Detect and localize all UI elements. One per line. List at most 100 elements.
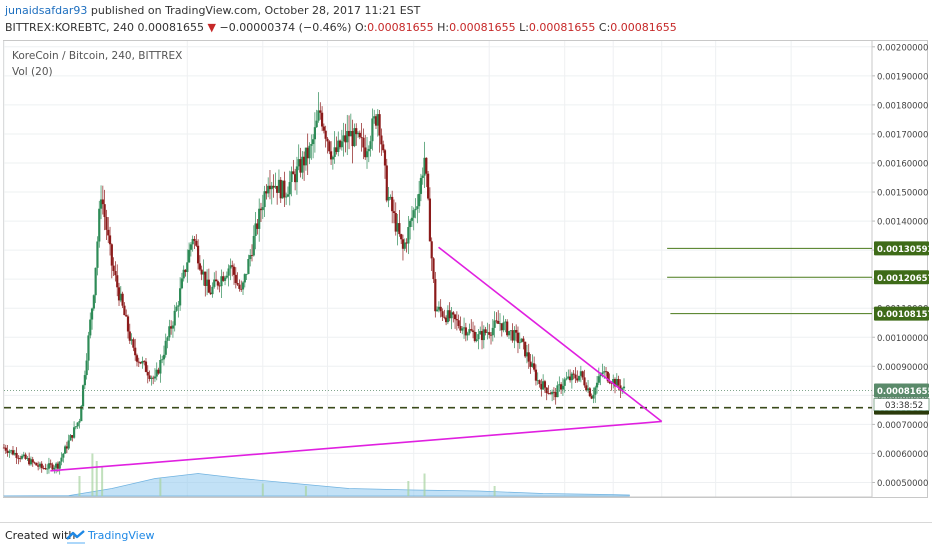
candle-body (103, 204, 106, 218)
candle-body (78, 421, 81, 423)
candle-body (272, 185, 275, 188)
candle-body (358, 132, 361, 138)
candle-body (383, 150, 387, 166)
candle-body (168, 326, 171, 338)
candle-body (254, 223, 257, 236)
candle-body (112, 265, 115, 272)
candle-body (303, 156, 306, 166)
candle-body (378, 114, 381, 136)
candle-body (38, 463, 42, 467)
candle-body (419, 177, 423, 194)
tradingview-logo-icon[interactable] (66, 528, 86, 544)
candle-body (166, 337, 169, 341)
candle-body (20, 455, 24, 459)
volume-bar (423, 473, 426, 496)
chart-canvas[interactable]: 0.00200000 0.00190000 0.00180000 0.00170000… (0, 40, 932, 500)
candle-body (294, 174, 297, 183)
candle-body (107, 229, 110, 236)
candle-body (347, 130, 351, 137)
candle-body (604, 371, 608, 373)
candle-body (391, 196, 394, 212)
candle-body (338, 140, 342, 148)
y-tick-label: 0.00170000 (877, 130, 928, 140)
candle-body (405, 242, 408, 244)
candle-body (400, 234, 403, 240)
candle-body (225, 275, 228, 278)
candle-body (457, 320, 460, 326)
candle-body (601, 372, 604, 375)
candle-body (71, 435, 74, 438)
created-with-text: Created with (5, 529, 76, 542)
candle-body (132, 339, 135, 348)
candle-body (202, 271, 205, 275)
candle-body (144, 361, 148, 372)
candle-body (44, 467, 47, 470)
candle-body (261, 207, 264, 211)
candle-body (585, 385, 588, 391)
candle-body (504, 321, 507, 323)
candle-body (444, 317, 448, 323)
candle-body (430, 241, 433, 259)
candle-body (125, 315, 128, 317)
candle-body (534, 369, 538, 381)
candle-body (561, 385, 564, 390)
volume-legend: Vol (20) (12, 66, 53, 78)
candle-body (364, 147, 367, 158)
candle-body (389, 196, 392, 198)
header: junaidsafdar93 published on TradingView.… (0, 0, 932, 40)
candle-body (304, 147, 308, 166)
candle-body (382, 144, 385, 151)
candle-body (288, 182, 291, 195)
candle-body (522, 338, 525, 342)
candle-body (423, 157, 426, 176)
candle-body (283, 180, 286, 198)
candle-body (114, 271, 117, 276)
candle-body (450, 312, 453, 319)
candle-body (599, 374, 602, 377)
close-label: C: (598, 21, 611, 34)
candle-body (326, 138, 329, 142)
candle-body (331, 156, 334, 160)
published-text: published on TradingView.com, October 28… (90, 4, 421, 17)
candle-body (135, 355, 139, 362)
author-link[interactable]: junaidsafdar93 (5, 4, 88, 17)
candle-body (615, 378, 618, 387)
candle-body (511, 330, 514, 341)
candle-body (351, 131, 354, 147)
candle-body (231, 265, 234, 267)
ascending-trendline[interactable] (50, 420, 662, 472)
candle-body (545, 387, 548, 394)
candle-body (418, 193, 421, 207)
candle-body (495, 320, 498, 322)
candle-body (603, 371, 606, 373)
candle-body (250, 255, 254, 256)
candle-body (232, 266, 236, 275)
candle-body (606, 372, 609, 382)
candle-body (369, 141, 372, 149)
candle-body (500, 323, 503, 331)
candle-body (556, 385, 559, 398)
candle-body (51, 464, 54, 470)
candle-body (99, 199, 103, 209)
candle-body (529, 361, 532, 367)
candle-body (437, 306, 440, 310)
candle-body (479, 331, 482, 335)
candle-body (551, 391, 554, 395)
volume-bar (159, 478, 162, 496)
low-label: L: (519, 21, 529, 34)
candle-body (98, 208, 101, 242)
candle-body (90, 308, 94, 320)
candle-body (436, 309, 439, 312)
tradingview-brand[interactable]: TradingView (88, 529, 155, 542)
candle-body (536, 380, 539, 382)
candle-body (407, 227, 410, 244)
y-tick-label: 0.00060000 (877, 450, 928, 460)
ohlc-line: BITTREX:KOREBTC, 240 0.00081655 ▼ −0.000… (5, 21, 677, 34)
candle-body (164, 340, 167, 355)
descending-trendline[interactable] (438, 246, 663, 423)
candle-body (477, 334, 480, 340)
candle-body (572, 373, 575, 375)
candle-body (60, 457, 63, 462)
candle-body (92, 295, 95, 309)
volume-bar (101, 466, 104, 496)
